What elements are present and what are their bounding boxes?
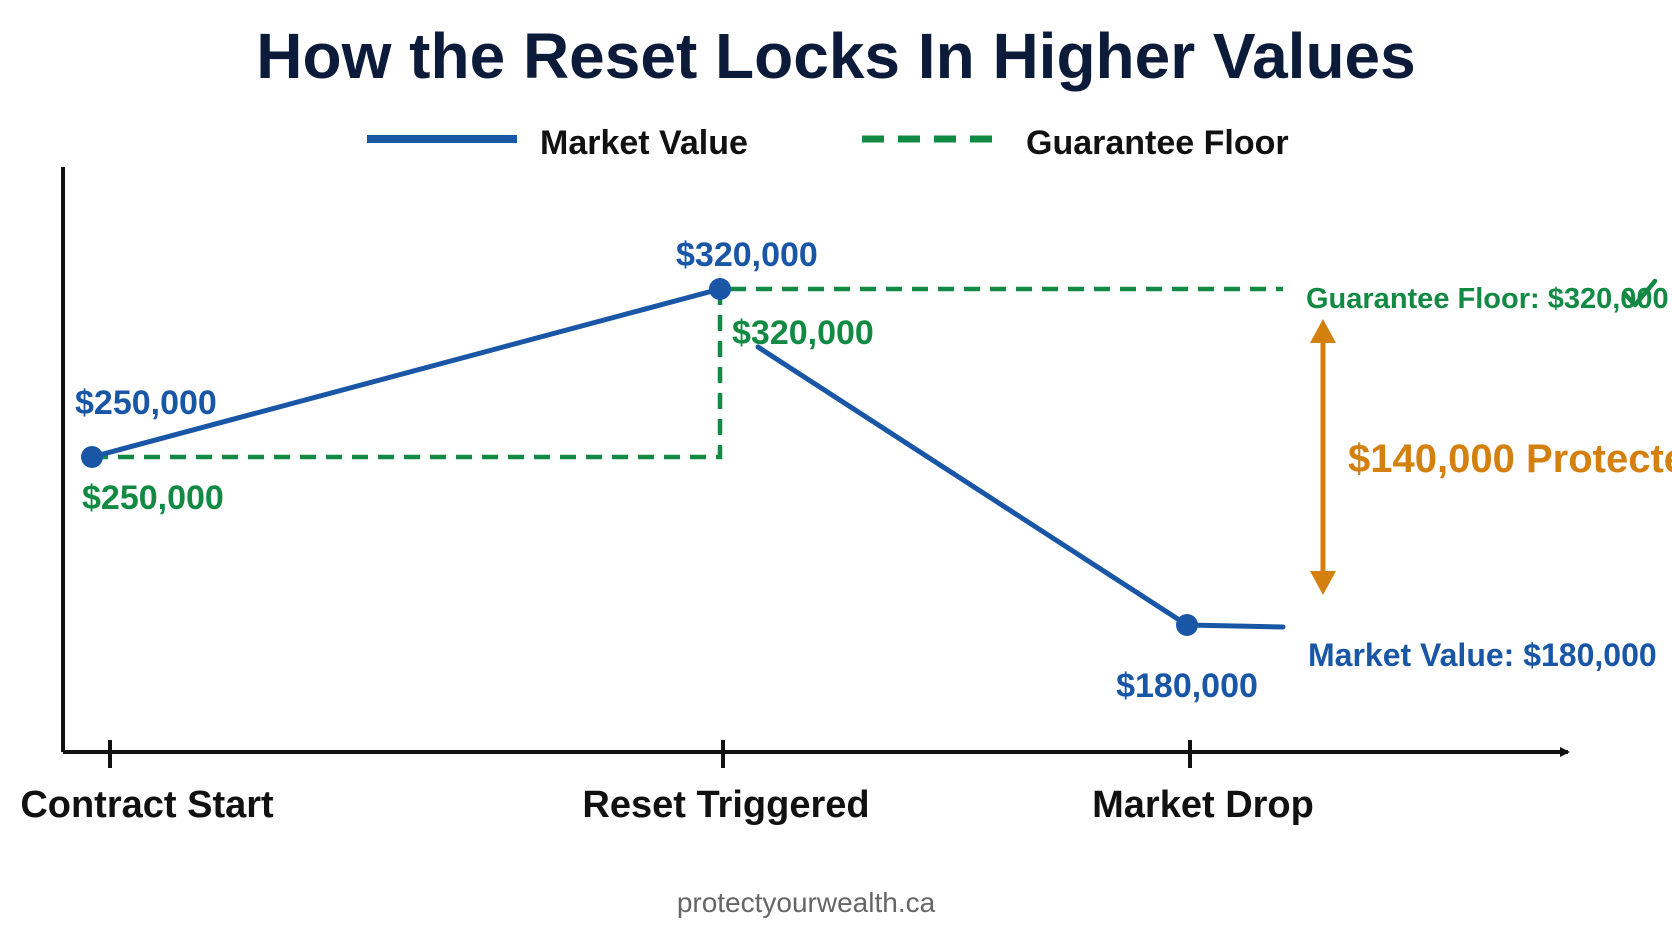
chart-title: How the Reset Locks In Higher Values: [256, 20, 1415, 92]
legend: Market Value Guarantee Floor: [367, 124, 1289, 162]
legend-market-value-label: Market Value: [540, 124, 748, 162]
market-value-point: [1176, 614, 1198, 636]
guarantee-floor-line: [92, 286, 1283, 460]
annotations: Guarantee Floor: $320,000 Market Value: $…: [1306, 278, 1672, 673]
protected-amount-label: $140,000 Protected: [1348, 437, 1672, 481]
legend-guarantee-floor-label: Guarantee Floor: [1026, 124, 1289, 162]
market-end-label: Market Value: $180,000: [1308, 637, 1657, 673]
guarantee-floor-data-label: $320,000: [732, 314, 874, 352]
market-value-line: [89, 286, 1286, 630]
guarantee-floor-data-label: $250,000: [82, 479, 224, 517]
footer-source: protectyourwealth.ca: [677, 887, 936, 918]
data-labels: $250,000 $320,000 $180,000 $250,000 $320,000: [75, 236, 1258, 705]
market-value-data-label: $180,000: [1116, 667, 1258, 705]
check-icon: [1622, 278, 1658, 308]
axes: [61, 167, 1570, 757]
market-value-data-label: $250,000: [75, 384, 217, 422]
x-ticks: Contract Start Reset Triggered Market Drop: [20, 740, 1314, 826]
x-tick-label: Reset Triggered: [582, 784, 869, 826]
x-tick-label: Contract Start: [20, 784, 274, 826]
market-value-data-label: $320,000: [676, 236, 818, 274]
x-tick-label: Market Drop: [1092, 784, 1314, 826]
floor-end-label: Guarantee Floor: $320,000: [1306, 283, 1669, 315]
series: [81, 278, 1286, 636]
protected-arrow-down-icon: [1310, 571, 1336, 595]
market-value-point: [81, 446, 103, 468]
market-value-point: [709, 278, 731, 300]
protected-arrow-up-icon: [1310, 319, 1336, 343]
